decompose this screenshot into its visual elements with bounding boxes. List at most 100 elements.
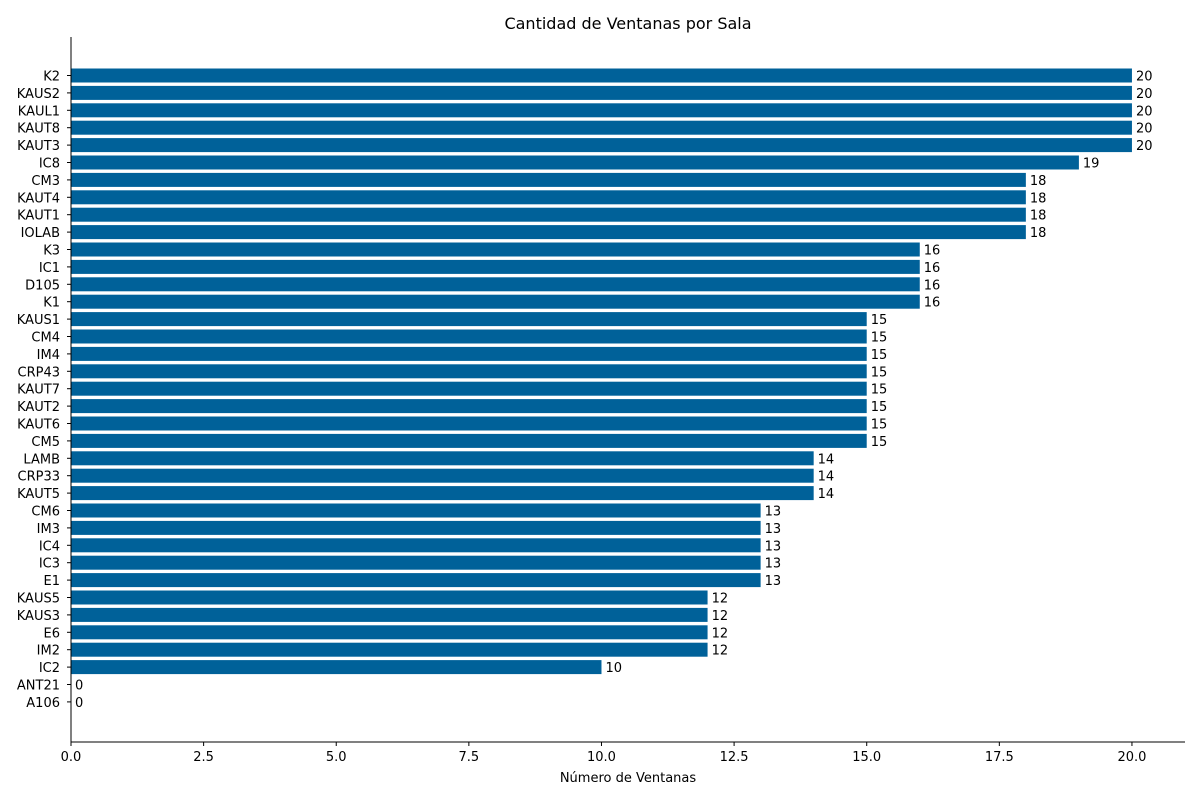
y-tick-labels: K2 KAUS2 KAUL1 KAUT8 KAUT3 IC8 CM3 KAUT4 KAUT1 IO… — [17, 70, 71, 711]
y-tick-label-ic3: IC3 — [39, 557, 60, 572]
value-label-ic8: 19 — [1083, 157, 1100, 172]
value-label-d105: 16 — [924, 278, 941, 293]
bar-kaul1 — [71, 103, 1132, 118]
value-label-im2: 12 — [712, 644, 729, 659]
value-label-kaus2: 20 — [1136, 87, 1153, 102]
value-label-ant21: 0 — [75, 679, 83, 694]
value-label-k3: 16 — [924, 244, 941, 259]
value-label-iolab: 18 — [1030, 226, 1047, 241]
y-tick-label-crp33: CRP33 — [18, 470, 61, 485]
value-label-ic4: 13 — [765, 539, 782, 554]
bar-kaus3 — [71, 607, 708, 622]
y-tick-label-kaus2: KAUS2 — [17, 87, 60, 102]
y-tick-label-d105: D105 — [25, 278, 60, 293]
x-tick-label: 5.0 — [326, 750, 347, 765]
bar-kaus5 — [71, 590, 708, 605]
x-tick-label: 20.0 — [1117, 750, 1146, 765]
y-tick-label-e6: E6 — [44, 626, 61, 641]
y-tick-label-kaut2: KAUT2 — [17, 400, 60, 415]
y-tick-label-kaut6: KAUT6 — [17, 418, 60, 433]
bar-kaus1 — [71, 312, 867, 327]
y-tick-label-k2: K2 — [43, 70, 60, 85]
bar-cm5 — [71, 433, 867, 448]
y-tick-label-cm3: CM3 — [31, 174, 60, 189]
y-tick-label-im3: IM3 — [37, 522, 60, 537]
value-label-kaus1: 15 — [871, 313, 888, 328]
bar-d105 — [71, 277, 920, 292]
y-tick-label-cm6: CM6 — [31, 505, 60, 520]
value-label-kaut1: 18 — [1030, 209, 1047, 224]
value-label-ic1: 16 — [924, 261, 941, 276]
bar-ic8 — [71, 155, 1079, 170]
y-tick-label-kaut3: KAUT3 — [17, 139, 60, 154]
value-label-cm5: 15 — [871, 435, 888, 450]
bar-im2 — [71, 642, 708, 657]
bar-kaut6 — [71, 416, 867, 431]
y-tick-label-ic8: IC8 — [39, 157, 60, 172]
y-tick-label-k3: K3 — [43, 244, 60, 259]
bar-kaut5 — [71, 486, 814, 501]
value-label-ic3: 13 — [765, 557, 782, 572]
bar-kaus2 — [71, 85, 1132, 100]
value-label-kaut4: 18 — [1030, 191, 1047, 206]
y-tick-label-cm4: CM4 — [31, 331, 60, 346]
value-label-cm4: 15 — [871, 331, 888, 346]
value-label-kaut6: 15 — [871, 418, 888, 433]
x-tick-label: 10.0 — [587, 750, 616, 765]
x-ticks: 0.0 2.5 5.0 7.5 10.0 12.5 15.0 17.5 20.0 — [61, 742, 1146, 765]
value-label-e6: 12 — [712, 626, 729, 641]
bar-kaut3 — [71, 138, 1132, 153]
value-label-cm6: 13 — [765, 505, 782, 520]
value-label-a106: 0 — [75, 696, 83, 711]
value-label-e1: 13 — [765, 574, 782, 589]
bar-kaut7 — [71, 381, 867, 396]
y-tick-label-crp43: CRP43 — [18, 365, 61, 380]
y-tick-label-kaus5: KAUS5 — [17, 592, 60, 607]
bar-lamb — [71, 451, 814, 466]
bar-kaut8 — [71, 120, 1132, 135]
value-label-kaut7: 15 — [871, 383, 888, 398]
value-label-kaus5: 12 — [712, 592, 729, 607]
bar-cm3 — [71, 172, 1026, 187]
value-label-kaut3: 20 — [1136, 139, 1153, 154]
bar-crp33 — [71, 468, 814, 483]
y-tick-label-im4: IM4 — [37, 348, 60, 363]
bars-group — [71, 68, 1132, 675]
y-tick-label-iolab: IOLAB — [21, 226, 60, 241]
x-tick-label: 17.5 — [985, 750, 1014, 765]
bar-crp43 — [71, 364, 867, 379]
y-tick-label-kaut8: KAUT8 — [17, 122, 60, 137]
y-tick-label-a106: A106 — [26, 696, 60, 711]
bar-ic2 — [71, 660, 602, 675]
y-tick-label-kaut1: KAUT1 — [17, 209, 60, 224]
bar-e6 — [71, 625, 708, 640]
y-tick-label-k1: K1 — [43, 296, 60, 311]
value-label-cm3: 18 — [1030, 174, 1047, 189]
value-label-kaus3: 12 — [712, 609, 729, 624]
x-tick-label: 12.5 — [720, 750, 749, 765]
y-tick-label-kaul1: KAUL1 — [18, 104, 60, 119]
value-label-kaut8: 20 — [1136, 122, 1153, 137]
y-tick-label-ic4: IC4 — [39, 539, 60, 554]
bar-cm4 — [71, 329, 867, 344]
x-tick-label: 15.0 — [852, 750, 881, 765]
y-tick-label-im2: IM2 — [37, 644, 60, 659]
x-tick-label: 2.5 — [193, 750, 214, 765]
y-tick-label-ic2: IC2 — [39, 661, 60, 676]
value-label-crp33: 14 — [818, 470, 835, 485]
y-tick-label-kaus3: KAUS3 — [17, 609, 60, 624]
value-labels: 20 20 20 20 20 19 18 18 18 18 16 16 16 16 15 15 15 15 15 15… — [75, 70, 1152, 711]
x-tick-label: 0.0 — [61, 750, 82, 765]
bar-im3 — [71, 520, 761, 535]
y-tick-label-e1: E1 — [44, 574, 61, 589]
bar-e1 — [71, 573, 761, 588]
x-tick-label: 7.5 — [459, 750, 480, 765]
x-axis-title: Número de Ventanas — [560, 771, 697, 786]
bar-ic1 — [71, 259, 920, 274]
bar-ic3 — [71, 555, 761, 570]
value-label-lamb: 14 — [818, 452, 835, 467]
bar-ic4 — [71, 538, 761, 553]
y-tick-label-ant21: ANT21 — [17, 679, 60, 694]
y-tick-label-kaus1: KAUS1 — [17, 313, 60, 328]
bar-cm6 — [71, 503, 761, 518]
